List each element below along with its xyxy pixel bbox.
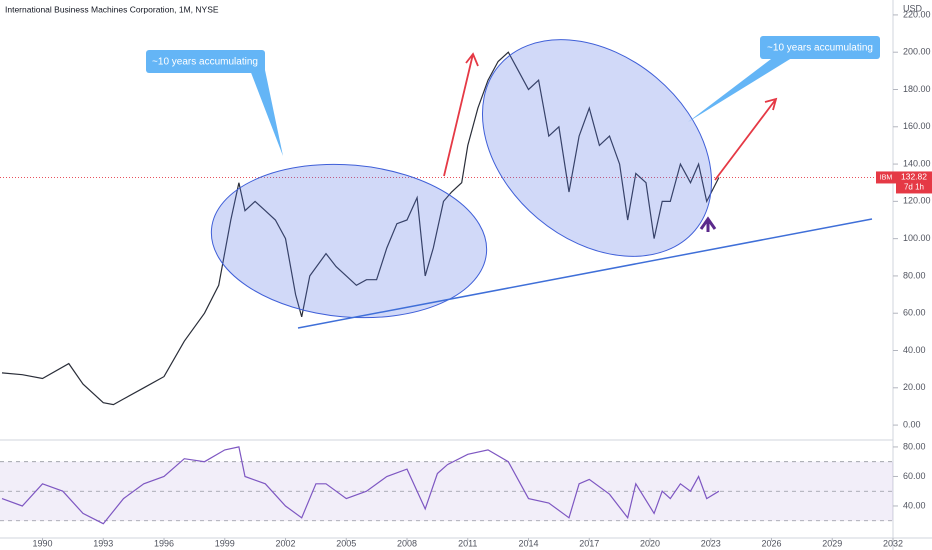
x-tick-label: 1993	[93, 538, 113, 548]
x-tick-label: 2017	[579, 538, 599, 548]
y-tick-label: 200.00	[903, 47, 931, 57]
x-tick-label: 2020	[640, 538, 660, 548]
callout-pointer	[250, 70, 283, 156]
price-badge	[896, 171, 932, 194]
y-tick-label: 180.00	[903, 84, 931, 94]
series-line	[1, 446, 720, 525]
chart-title: International Business Machines Corporat…	[5, 4, 219, 14]
x-tick-label: 1990	[33, 538, 53, 548]
y-tick-label: 40.00	[903, 500, 926, 510]
countdown-label: 7d 1h	[904, 183, 924, 192]
x-tick-label: 1996	[154, 538, 174, 548]
callout-text: ~10 years accumulating	[767, 43, 873, 54]
callout-pointer	[688, 56, 795, 122]
x-tick-label: 2002	[276, 538, 296, 548]
y-tick-label: 0.00	[903, 419, 921, 429]
x-tick-label: 2011	[458, 538, 477, 548]
ellipse	[481, 39, 713, 257]
x-tick-label: 2005	[336, 538, 356, 548]
y-tick-label: 80.00	[903, 441, 926, 451]
callout	[760, 36, 880, 59]
x-tick-label: 1999	[215, 538, 235, 548]
x-tick-label: 2023	[701, 538, 721, 548]
y-tick-label: 140.00	[903, 158, 931, 168]
series-line	[1, 51, 720, 406]
symbol-label: IBM	[880, 174, 893, 181]
y-tick-label: 160.00	[903, 121, 931, 131]
y-tick-label: 120.00	[903, 196, 931, 206]
y-tick-label: 60.00	[903, 308, 926, 318]
y-tick-label: 220.00	[903, 9, 931, 19]
y-tick-label: 100.00	[903, 233, 931, 243]
y-tick-label: 40.00	[903, 345, 926, 355]
y-tick-label: 20.00	[903, 382, 926, 392]
trendline	[297, 218, 873, 329]
x-tick-label: 2029	[822, 538, 842, 548]
currency: USD	[903, 3, 923, 13]
arrows	[443, 52, 778, 181]
ellipse	[210, 163, 488, 319]
price-label: 132.82	[901, 172, 927, 182]
x-tick-label: 2026	[761, 538, 781, 548]
y-tick-label: 60.00	[903, 471, 926, 481]
x-tick-label: 2014	[518, 538, 538, 548]
y-tick-label: 80.00	[903, 270, 926, 280]
callout	[146, 50, 265, 73]
x-tick-label: 2008	[397, 538, 417, 548]
callout-text: ~10 years accumulating	[152, 57, 258, 68]
x-tick-label: 2032	[883, 538, 903, 548]
symbol-badge	[876, 171, 896, 184]
